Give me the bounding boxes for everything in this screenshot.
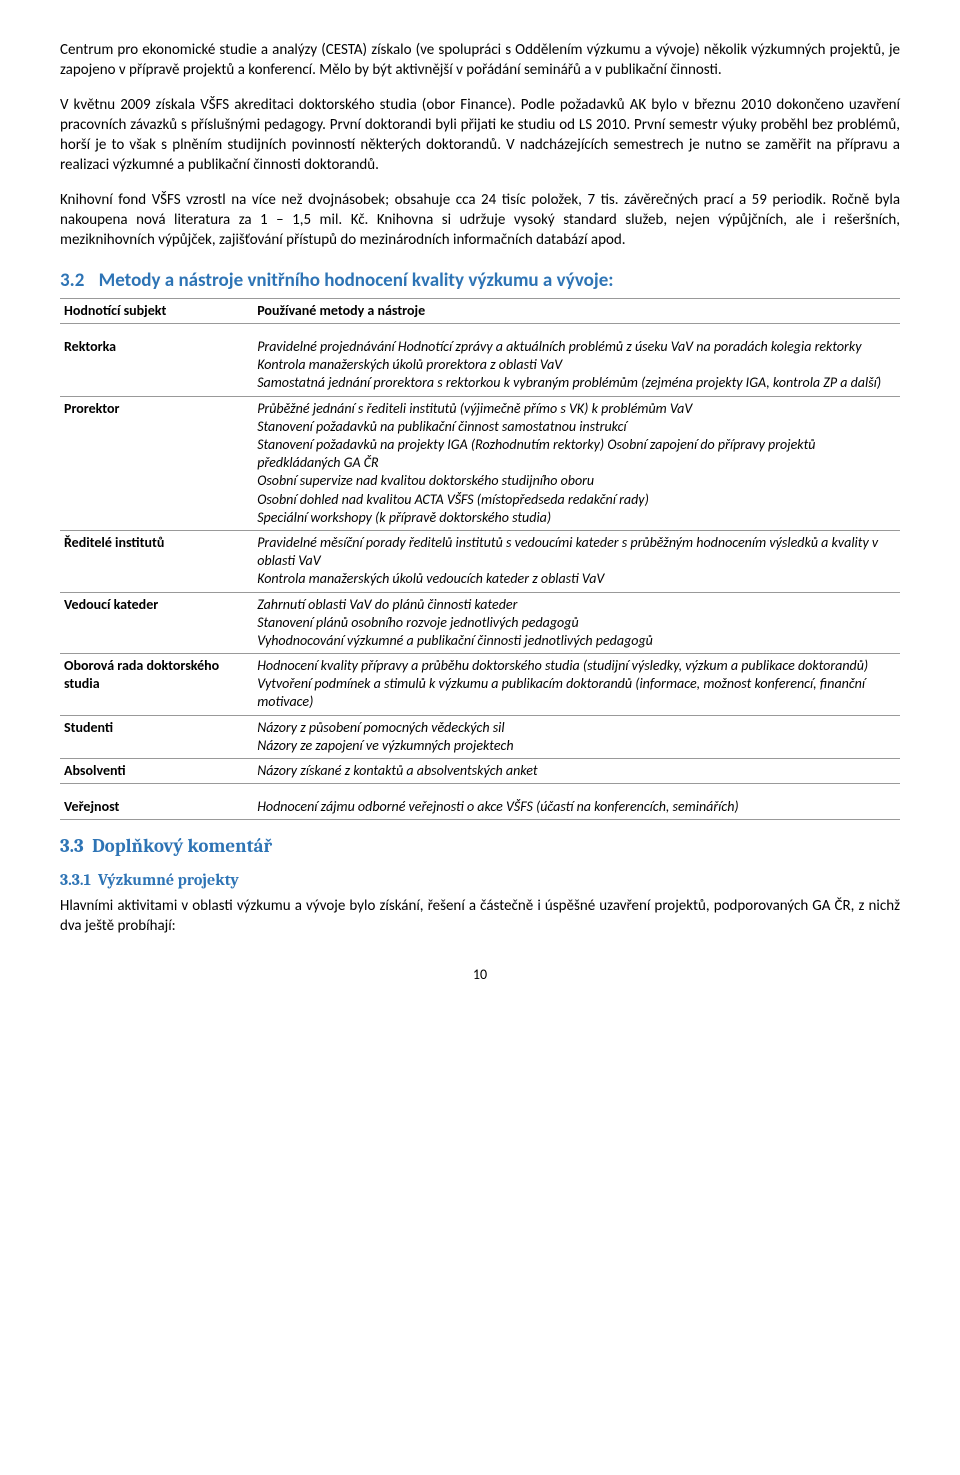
table-row: Vedoucí katederZahrnutí oblasti VaV do p… <box>60 592 900 654</box>
table-cell-methods: Pravidelné měsíční porady ředitelů insti… <box>253 530 900 592</box>
heading-3-3-number: 3.3 <box>60 835 84 857</box>
table-cell-methods: Pravidelné projednávání Hodnotící zprávy… <box>253 324 900 397</box>
table-row: AbsolventiNázory získané z kontaktů a ab… <box>60 759 900 784</box>
heading-3-2-number: 3.2 <box>60 269 84 292</box>
heading-3-3: 3.3 Doplňkový komentář <box>60 834 900 860</box>
table-row: RektorkaPravidelné projednávání Hodnotíc… <box>60 324 900 397</box>
table-cell-methods: Používané metody a nástroje <box>253 298 900 323</box>
table-row: StudentiNázory z působení pomocných věde… <box>60 715 900 758</box>
page-number: 10 <box>60 966 900 985</box>
heading-3-3-title: Doplňkový komentář <box>92 835 272 857</box>
paragraph-3: Knihovní fond VŠFS vzrostl na více než d… <box>60 190 900 251</box>
paragraph-2: V květnu 2009 získala VŠFS akreditaci do… <box>60 95 900 176</box>
table-row: Hodnotící subjektPoužívané metody a nást… <box>60 298 900 323</box>
table-cell-subject: Prorektor <box>60 396 253 530</box>
table-row: VeřejnostHodnocení zájmu odborné veřejno… <box>60 784 900 820</box>
table-row: ProrektorPrůběžné jednání s řediteli ins… <box>60 396 900 530</box>
table-cell-subject: Ředitelé institutů <box>60 530 253 592</box>
heading-3-3-1: 3.3.1 Výzkumné projekty <box>60 870 900 892</box>
paragraph-1: Centrum pro ekonomické studie a analýzy … <box>60 40 900 81</box>
table-row: Oborová rada doktorského studiaHodnocení… <box>60 654 900 716</box>
paragraph-3-3-1: Hlavními aktivitami v oblasti výzkumu a … <box>60 896 900 937</box>
table-cell-subject: Hodnotící subjekt <box>60 298 253 323</box>
table-cell-subject: Rektorka <box>60 324 253 397</box>
heading-3-2: 3.2 Metody a nástroje vnitřního hodnocen… <box>60 268 900 294</box>
table-cell-methods: Názory získané z kontaktů a absolventský… <box>253 759 900 784</box>
heading-3-3-1-number: 3.3.1 <box>60 871 91 889</box>
table-cell-subject: Studenti <box>60 715 253 758</box>
table-cell-subject: Vedoucí kateder <box>60 592 253 654</box>
table-cell-subject: Veřejnost <box>60 784 253 820</box>
table-cell-methods: Hodnocení zájmu odborné veřejnosti o akc… <box>253 784 900 820</box>
table-cell-subject: Absolventi <box>60 759 253 784</box>
heading-3-2-title: Metody a nástroje vnitřního hodnocení kv… <box>99 269 614 292</box>
table-cell-methods: Hodnocení kvality přípravy a průběhu dok… <box>253 654 900 716</box>
table-cell-methods: Průběžné jednání s řediteli institutů (v… <box>253 396 900 530</box>
table-cell-methods: Názory z působení pomocných vědeckých si… <box>253 715 900 758</box>
table-cell-methods: Zahrnutí oblasti VaV do plánů činnosti k… <box>253 592 900 654</box>
evaluation-table: Hodnotící subjektPoužívané metody a nást… <box>60 298 900 821</box>
table-row: Ředitelé institutůPravidelné měsíční por… <box>60 530 900 592</box>
heading-3-3-1-title: Výzkumné projekty <box>98 871 239 889</box>
table-cell-subject: Oborová rada doktorského studia <box>60 654 253 716</box>
